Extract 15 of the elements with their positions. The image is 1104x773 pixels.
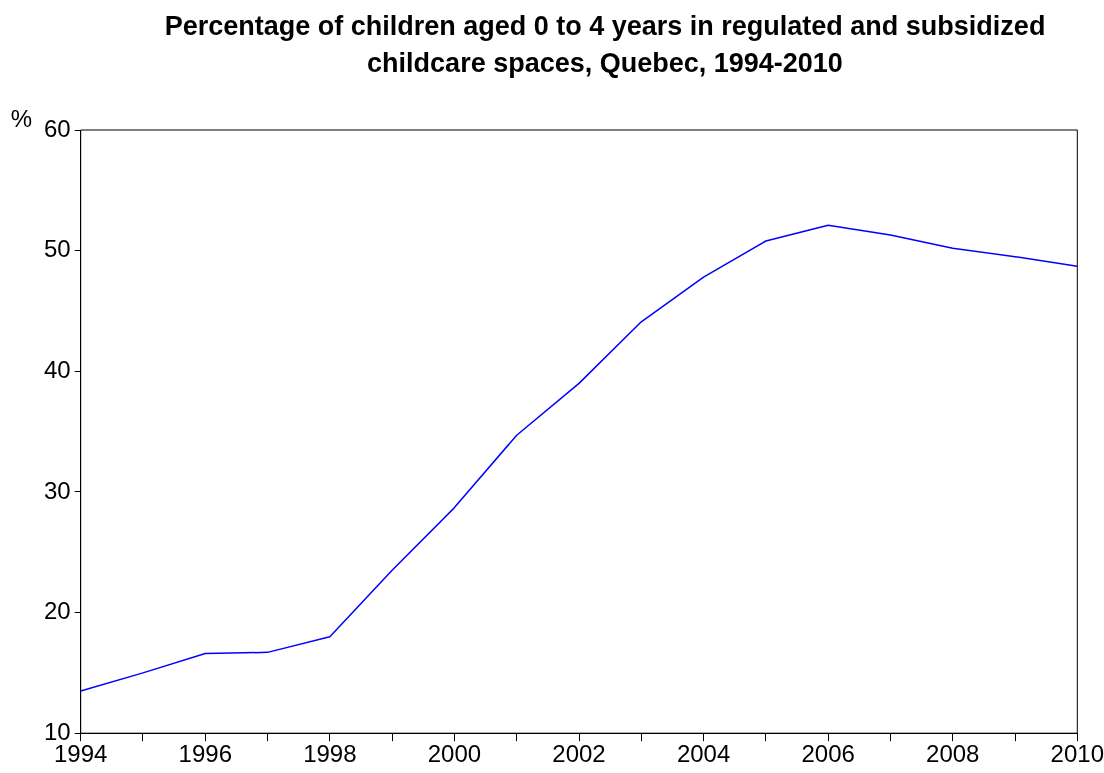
x-tick-label: 2000 — [427, 740, 482, 768]
y-tick-label: 30 — [43, 476, 71, 504]
chart-title: Percentage of children aged 0 to 4 years in regulated and subsidized childcare spaces, Quebec, 1994-2010 — [163, 10, 1047, 80]
x-tick-label: 2006 — [801, 740, 855, 768]
y-axis-title: % — [10, 104, 33, 132]
x-tick-label: 2010 — [1050, 740, 1104, 768]
y-tick-label: 60 — [43, 114, 71, 142]
x-tick-label: 2002 — [552, 740, 606, 768]
y-tick-label: 40 — [43, 355, 71, 383]
x-tick-label: 1996 — [178, 740, 232, 768]
x-tick-label: 1998 — [303, 740, 357, 768]
y-tick-label: 50 — [43, 235, 71, 263]
y-tick-label: 20 — [43, 597, 71, 625]
x-tick-label: 2004 — [676, 740, 731, 768]
x-tick-label: 2008 — [926, 740, 980, 768]
